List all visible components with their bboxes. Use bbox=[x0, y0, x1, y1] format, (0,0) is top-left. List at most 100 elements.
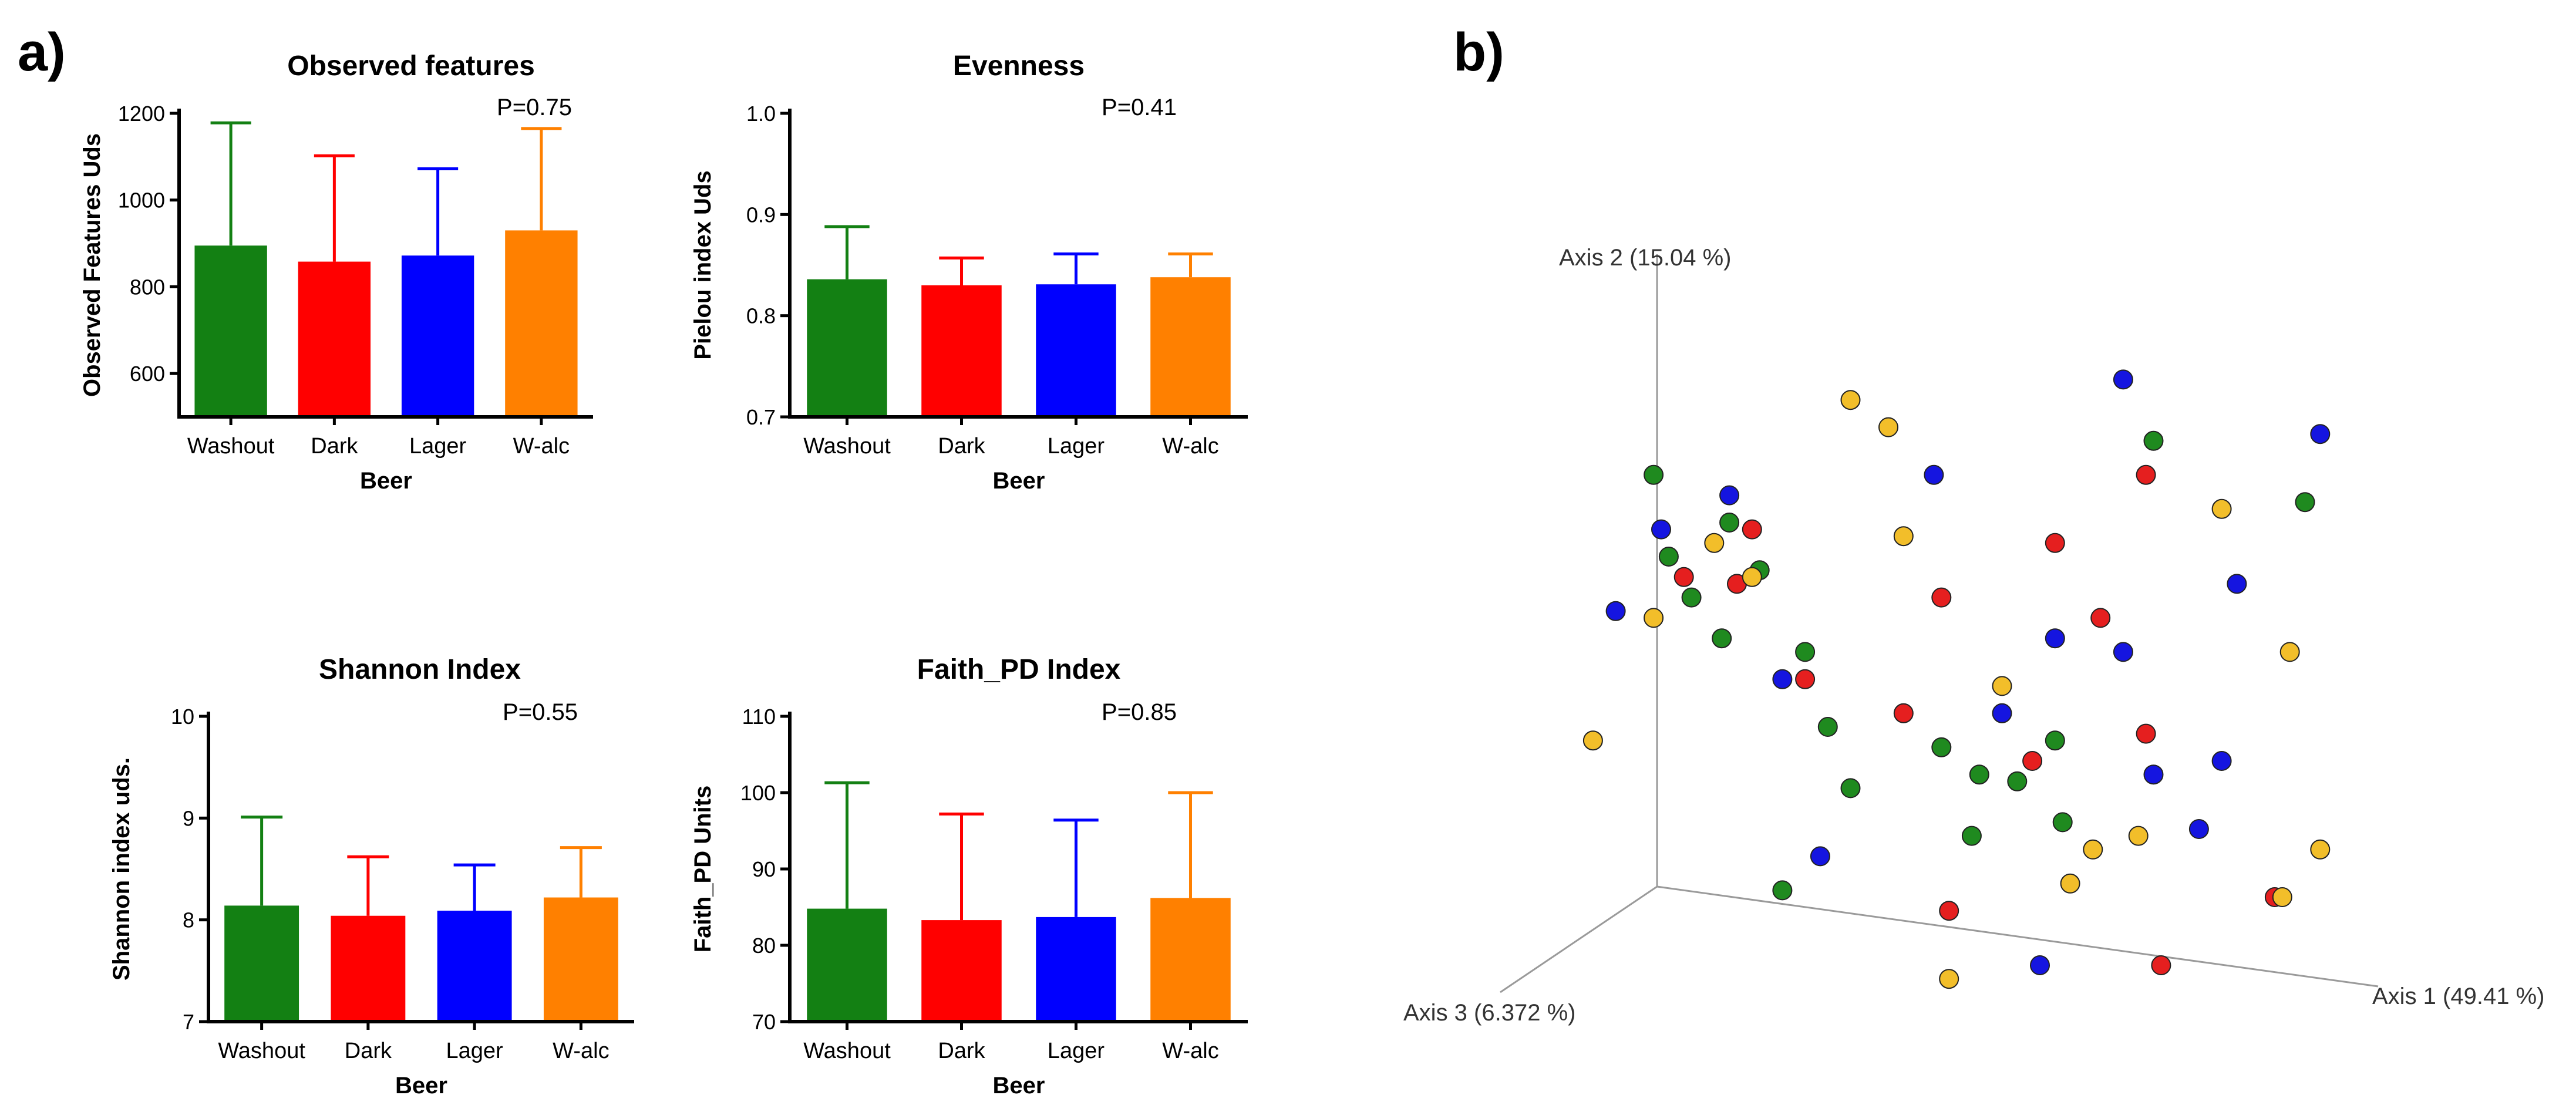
y-axis-title: Shannon index uds. bbox=[109, 757, 134, 981]
point-blue bbox=[1992, 703, 2012, 723]
point-red bbox=[1795, 669, 1816, 689]
point-yellow bbox=[2083, 839, 2103, 860]
point-red bbox=[2136, 723, 2156, 744]
point-green bbox=[1681, 587, 1702, 608]
x-tick-label: W-alc bbox=[1162, 1039, 1218, 1063]
x-tick-label: Dark bbox=[938, 434, 985, 459]
point-yellow bbox=[1893, 526, 1914, 547]
bar-w-alc bbox=[505, 230, 578, 417]
bar-washout bbox=[224, 905, 299, 1022]
point-blue bbox=[1810, 846, 1830, 867]
pcoa-axis-1-line bbox=[1656, 885, 2379, 988]
point-red bbox=[1893, 703, 1914, 723]
point-green bbox=[1840, 778, 1861, 799]
bar-chart-shannon-index: Shannon Index P=0.55 Washout Dark Lager W-alc… bbox=[109, 654, 634, 1099]
point-green bbox=[1658, 547, 1679, 567]
point-green bbox=[2007, 771, 2028, 791]
x-tick-label: Lager bbox=[409, 434, 467, 459]
y-tick-label: 80 bbox=[752, 934, 776, 958]
point-blue bbox=[2143, 764, 2164, 785]
point-red bbox=[1931, 587, 1952, 608]
x-tick-label: Dark bbox=[938, 1039, 985, 1063]
y-tick-label: 110 bbox=[742, 705, 776, 729]
y-tick-label: 0.8 bbox=[746, 304, 776, 328]
point-blue bbox=[2113, 642, 2133, 662]
x-tick-label: W-alc bbox=[513, 434, 570, 459]
x-axis-title: Beer bbox=[993, 468, 1045, 494]
point-blue bbox=[2188, 819, 2209, 839]
x-tick-label: Washout bbox=[803, 1039, 891, 1063]
chart-title: Observed features bbox=[287, 50, 535, 82]
point-yellow bbox=[1939, 969, 1959, 989]
y-tick-label: 70 bbox=[752, 1010, 776, 1034]
point-green bbox=[1795, 642, 1816, 662]
y-tick-label: 1.0 bbox=[746, 102, 776, 126]
point-blue bbox=[2030, 955, 2050, 975]
point-blue bbox=[1605, 601, 1626, 621]
bar-dark bbox=[331, 915, 406, 1022]
point-yellow bbox=[1582, 730, 1603, 751]
pcoa-axis-3-label: Axis 3 (6.372 %) bbox=[1403, 1000, 1575, 1026]
point-yellow bbox=[1992, 676, 2012, 696]
point-green bbox=[1712, 628, 1732, 649]
point-red bbox=[1673, 567, 1694, 587]
bar-w-alc bbox=[1150, 898, 1231, 1022]
point-yellow bbox=[2128, 826, 2149, 846]
point-blue bbox=[2227, 574, 2247, 594]
x-tick-label: Lager bbox=[446, 1039, 504, 1063]
point-yellow bbox=[2272, 887, 2292, 907]
point-yellow bbox=[2211, 498, 2232, 519]
point-green bbox=[2295, 492, 2315, 513]
y-tick-label: 90 bbox=[752, 857, 776, 881]
point-green bbox=[1969, 764, 1989, 785]
bar-w-alc bbox=[543, 897, 618, 1022]
chart-title: Faith_PD Index bbox=[917, 654, 1121, 685]
bar-chart-evenness: Evenness P=0.41 Washout Dark Lager W-alc 0.7 0.… bbox=[690, 50, 1248, 494]
point-blue bbox=[2310, 424, 2331, 444]
y-tick-label: 8 bbox=[183, 908, 194, 932]
point-blue bbox=[1651, 519, 1671, 540]
point-red bbox=[1939, 901, 1959, 921]
bar-lager bbox=[1036, 917, 1116, 1022]
y-tick-label: 100 bbox=[740, 781, 776, 805]
pcoa-3d-scatter: Axis 2 (15.04 %) Axis 1 (49.41 %) Axis 3… bbox=[1403, 245, 2544, 1026]
point-yellow bbox=[1878, 417, 1898, 437]
x-tick-label: Dark bbox=[345, 1039, 392, 1063]
p-value-label: P=0.85 bbox=[1102, 699, 1177, 725]
x-tick-label: Dark bbox=[311, 434, 358, 459]
point-green bbox=[2045, 730, 2065, 751]
point-green bbox=[2052, 812, 2073, 833]
point-yellow bbox=[1644, 608, 1664, 628]
point-blue bbox=[1772, 669, 1793, 689]
pcoa-points bbox=[1582, 369, 2331, 989]
chart-title: Shannon Index bbox=[319, 654, 521, 685]
pcoa-axis-2-label: Axis 2 (15.04 %) bbox=[1559, 245, 1731, 271]
point-green bbox=[1817, 717, 1838, 737]
p-value-label: P=0.55 bbox=[503, 699, 578, 725]
point-yellow bbox=[2279, 642, 2300, 662]
point-green bbox=[1931, 737, 1952, 757]
pcoa-axis-1-label: Axis 1 (49.41 %) bbox=[2372, 983, 2544, 1009]
bar-chart-faith-pd-index: Faith_PD Index P=0.85 Washout Dark Lager W-al… bbox=[690, 654, 1248, 1099]
y-tick-label: 10 bbox=[171, 705, 194, 729]
point-yellow bbox=[2060, 873, 2080, 894]
p-value-label: P=0.41 bbox=[1102, 95, 1177, 120]
point-red bbox=[2136, 464, 2156, 485]
pcoa-axis-3-line bbox=[1500, 885, 1658, 993]
bar-washout bbox=[807, 279, 887, 417]
point-red bbox=[2151, 955, 2171, 975]
point-green bbox=[1772, 880, 1793, 901]
bar-dark bbox=[921, 285, 1002, 417]
x-tick-label: Lager bbox=[1048, 1039, 1105, 1063]
y-axis-title: Faith_PD Units bbox=[690, 786, 716, 952]
bar-dark bbox=[298, 261, 371, 417]
bar-lager bbox=[1036, 284, 1116, 417]
x-tick-label: Lager bbox=[1048, 434, 1105, 459]
bar-w-alc bbox=[1150, 277, 1231, 417]
point-green bbox=[2143, 430, 2164, 451]
x-tick-label: Washout bbox=[803, 434, 891, 459]
point-red bbox=[2022, 751, 2043, 771]
x-tick-label: Washout bbox=[218, 1039, 305, 1063]
y-tick-label: 800 bbox=[130, 275, 165, 299]
